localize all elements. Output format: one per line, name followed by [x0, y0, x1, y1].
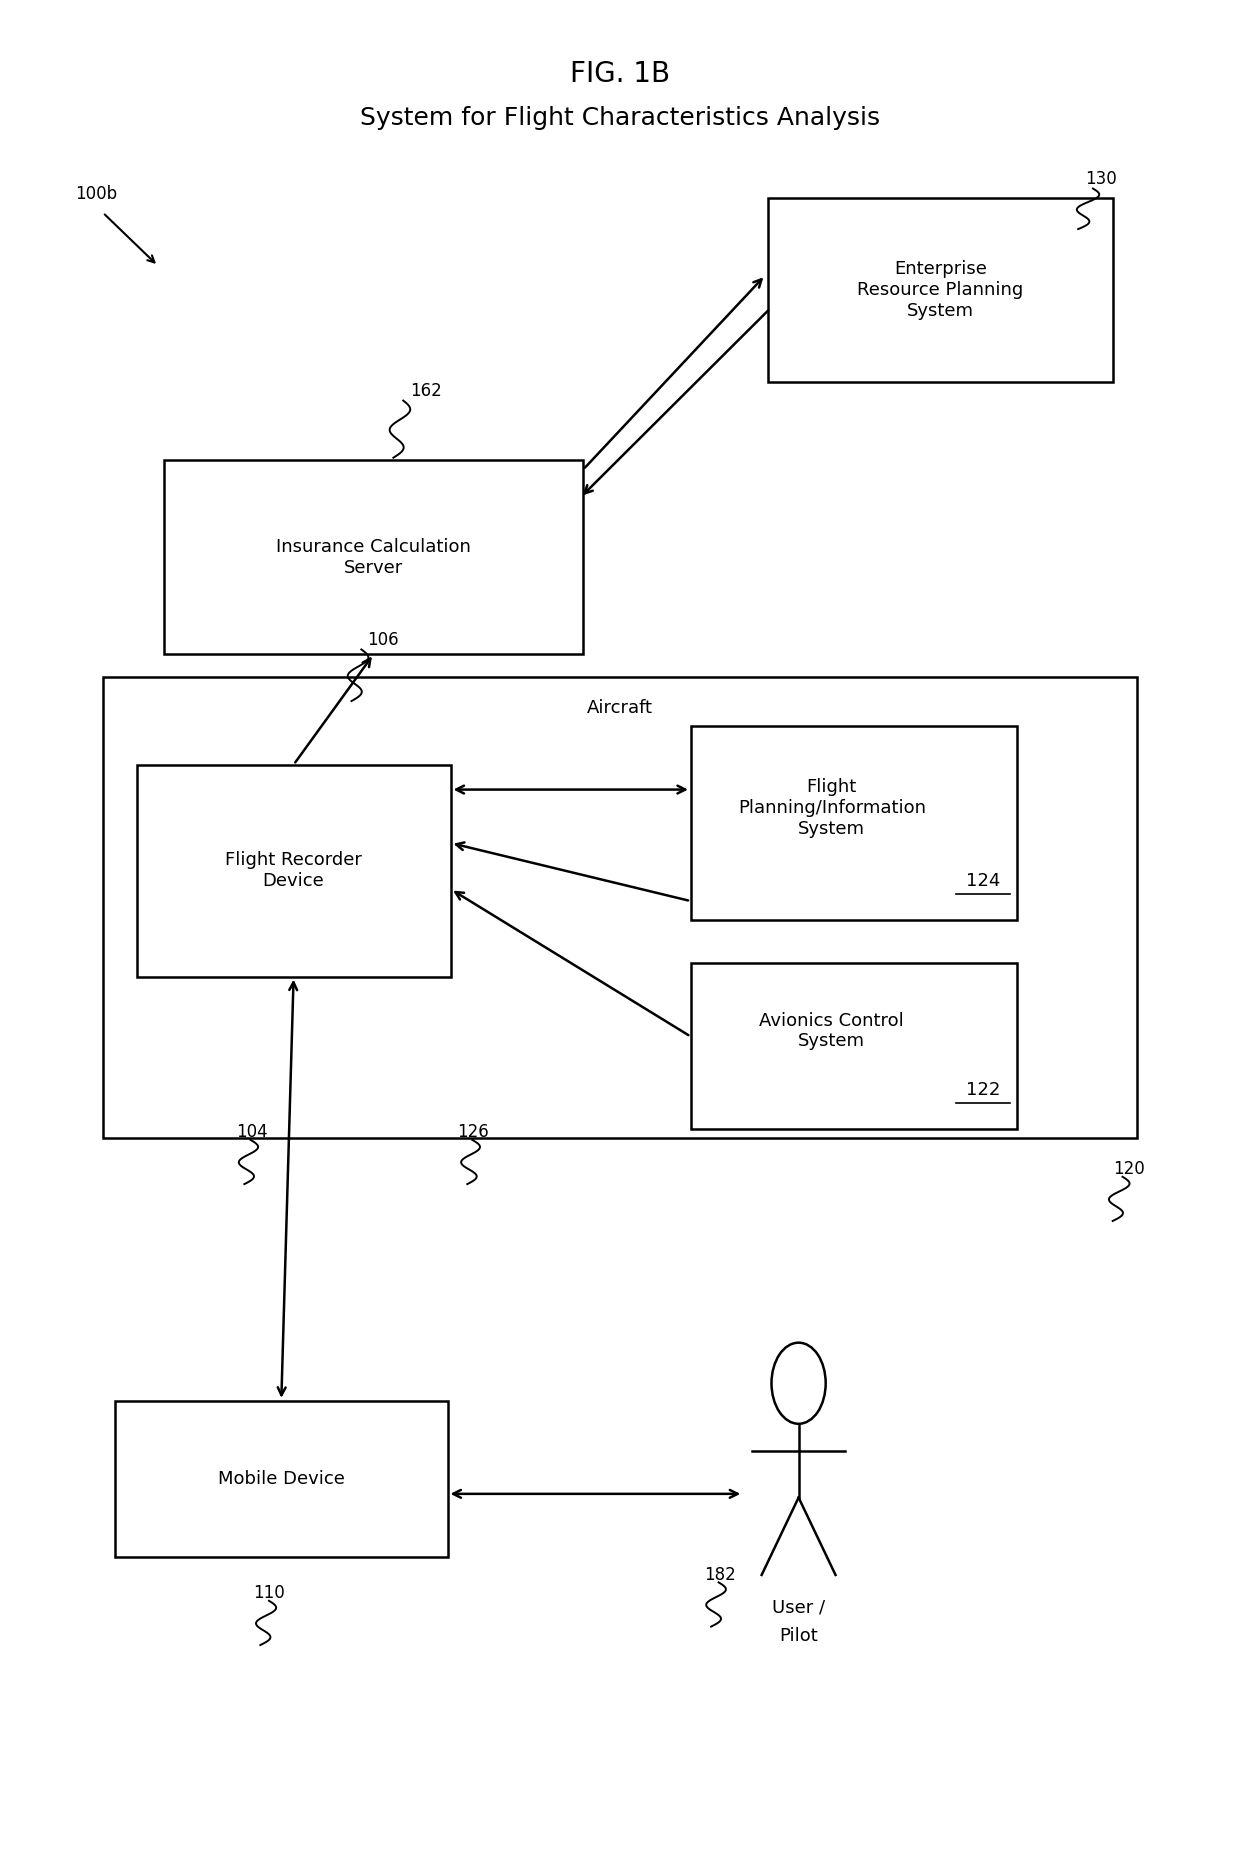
Bar: [115, 1400, 448, 1558]
Bar: [691, 726, 1017, 920]
Text: 122: 122: [966, 1082, 999, 1100]
Text: 182: 182: [704, 1567, 735, 1583]
Bar: [136, 765, 450, 976]
Text: Aircraft: Aircraft: [587, 700, 653, 717]
Text: Mobile Device: Mobile Device: [218, 1470, 345, 1489]
Text: 104: 104: [236, 1124, 268, 1141]
Text: System for Flight Characteristics Analysis: System for Flight Characteristics Analys…: [360, 106, 880, 130]
Text: 126: 126: [458, 1124, 489, 1141]
Text: 162: 162: [410, 382, 443, 400]
Text: 106: 106: [367, 632, 399, 650]
Text: 110: 110: [253, 1585, 285, 1602]
Bar: [103, 678, 1137, 1137]
Text: Pilot: Pilot: [779, 1626, 818, 1645]
Text: 130: 130: [1085, 170, 1117, 189]
Text: Flight Recorder
Device: Flight Recorder Device: [226, 852, 362, 891]
Text: Enterprise
Resource Planning
System: Enterprise Resource Planning System: [857, 259, 1023, 320]
Text: Flight
Planning/Information
System: Flight Planning/Information System: [738, 778, 926, 837]
Bar: [691, 963, 1017, 1130]
Text: User /: User /: [773, 1598, 825, 1617]
Text: Avionics Control
System: Avionics Control System: [759, 1011, 904, 1050]
Text: 100b: 100b: [76, 185, 118, 204]
Text: 124: 124: [966, 872, 999, 891]
Bar: [164, 461, 583, 654]
Text: Insurance Calculation
Server: Insurance Calculation Server: [277, 537, 471, 576]
Text: 120: 120: [1112, 1161, 1145, 1178]
Text: FIG. 1B: FIG. 1B: [570, 61, 670, 89]
Bar: [768, 198, 1112, 382]
